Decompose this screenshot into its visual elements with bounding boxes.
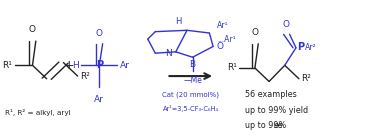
Text: R¹, R² = alkyl, aryl: R¹, R² = alkyl, aryl [5,109,71,116]
Text: Ar: Ar [119,61,129,70]
Text: up to 99% yield: up to 99% yield [245,106,308,115]
Text: O: O [251,28,259,37]
Text: ee: ee [274,121,284,130]
Text: Ar²: Ar² [305,43,317,52]
Text: H: H [175,17,181,26]
Text: O: O [217,42,224,51]
Text: P: P [96,60,103,70]
Text: O: O [96,29,103,38]
Text: B: B [189,60,196,69]
Text: R²: R² [301,74,311,83]
Text: Cat (20 mmol%): Cat (20 mmol%) [162,92,219,98]
Text: Ar: Ar [94,95,104,104]
Text: P: P [297,42,305,52]
Text: —Me: —Me [183,76,202,85]
Text: 56 examples: 56 examples [245,90,297,99]
Text: ...Ar¹: ...Ar¹ [217,35,235,44]
Text: N: N [165,49,172,58]
Text: Ar¹=3,5-CF₃-C₆H₄: Ar¹=3,5-CF₃-C₆H₄ [163,105,219,112]
Text: O: O [282,20,290,29]
Text: R¹: R¹ [228,64,237,72]
Text: O: O [29,25,36,34]
Text: +: + [64,59,75,72]
Text: R²: R² [80,72,90,81]
Text: R¹: R¹ [3,61,12,70]
Text: Ar¹: Ar¹ [217,21,228,30]
Text: H: H [72,61,79,70]
Text: up to 99%: up to 99% [245,121,288,130]
